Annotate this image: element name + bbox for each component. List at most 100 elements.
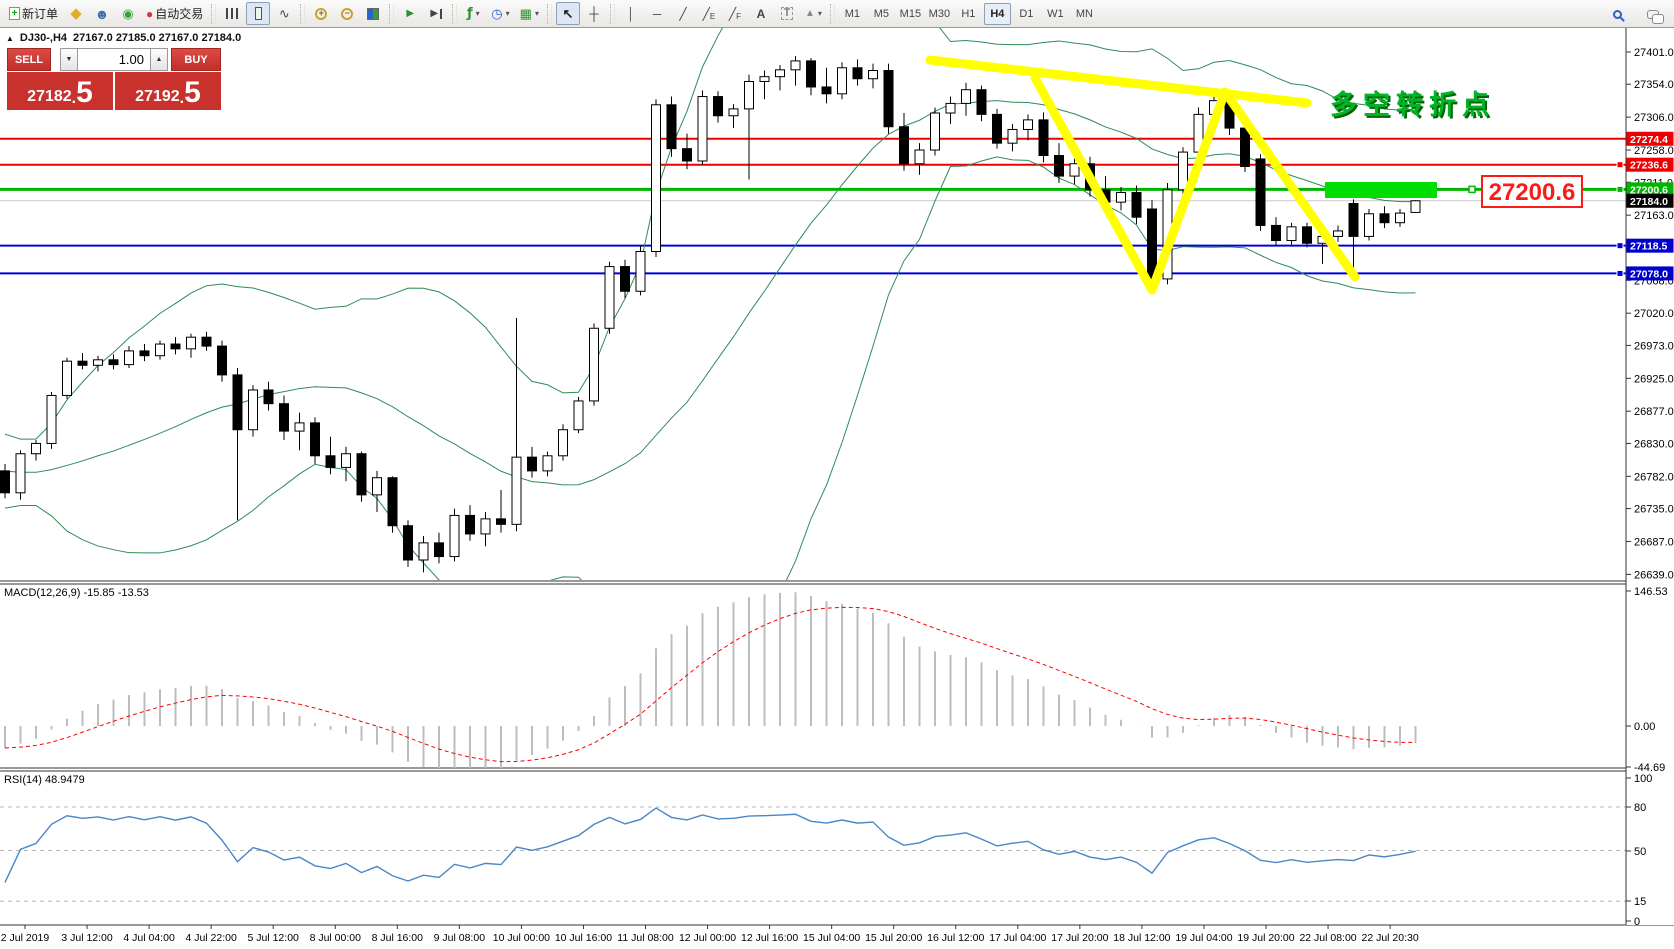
- shapes-tool[interactable]: ▲ ▾: [801, 2, 826, 25]
- time-label: 17 Jul 04:00: [989, 932, 1046, 944]
- zoom-out-button[interactable]: −: [335, 2, 359, 25]
- resistance-line-2-badge: [1626, 157, 1674, 172]
- yellow-trendline[interactable]: [925, 55, 1312, 108]
- sell-price-button[interactable]: 27182 . 5: [7, 72, 113, 110]
- periods-icon: ◷: [491, 6, 503, 21]
- label-icon: T: [780, 7, 794, 20]
- time-label: 5 Jul 12:00: [248, 932, 300, 944]
- turning-point-note[interactable]: 多空转折点: [1330, 89, 1495, 120]
- profile-icon[interactable]: ☻: [90, 2, 114, 25]
- fibonacci-tool[interactable]: ╱ F: [723, 2, 747, 25]
- timeframe-d1[interactable]: D1: [1019, 7, 1034, 20]
- price-tick: 27258.0: [1634, 145, 1674, 157]
- toolbar-separator: [389, 3, 395, 24]
- vertical-line-tool[interactable]: │: [619, 2, 643, 25]
- volume-stepper: ▼ 1.00 ▲: [60, 48, 168, 71]
- price-callout-box[interactable]: [1481, 175, 1583, 208]
- new-order-icon: +: [9, 7, 20, 20]
- tile-windows-button[interactable]: [361, 2, 385, 25]
- support-line-1-badge: [1626, 238, 1674, 253]
- toolbar-separator: [211, 3, 217, 24]
- indicators-icon: ƒ: [466, 6, 473, 21]
- resistance-line-1-badge-text: 27274.4: [1630, 134, 1668, 146]
- level-anchor-square[interactable]: [1616, 242, 1624, 250]
- new-order-button[interactable]: + 新订单: [5, 2, 62, 25]
- macd-tick: -44.69: [1634, 762, 1665, 774]
- volume-input[interactable]: 1.00: [78, 48, 150, 71]
- candles: [0, 56, 1421, 573]
- cursor-tool-button[interactable]: ↖: [555, 2, 580, 25]
- time-label: 12 Jul 00:00: [679, 932, 736, 944]
- chat-icon[interactable]: [1641, 3, 1665, 26]
- yellow-zigzag[interactable]: [1030, 73, 1360, 295]
- price-tick: 26735.0: [1634, 504, 1674, 516]
- current-price-line-badge: [1626, 193, 1674, 208]
- volume-decrease-button[interactable]: ▼: [60, 48, 78, 71]
- chart-area[interactable]: 27200.6 多空转折点 MACD(12,26,9) -15.85 -13.53 R…: [0, 28, 1674, 949]
- level-anchor-square[interactable]: [1616, 161, 1624, 169]
- timeframe-w1[interactable]: W1: [1047, 7, 1064, 20]
- price-tick: 27020.0: [1634, 308, 1674, 320]
- volume-increase-button[interactable]: ▲: [150, 48, 168, 71]
- search-icon[interactable]: [1605, 3, 1629, 26]
- timeframe-m15[interactable]: M15: [899, 7, 922, 20]
- level-anchor-square[interactable]: [1616, 185, 1624, 193]
- horizontal-levels[interactable]: [0, 137, 1626, 275]
- line-chart-button[interactable]: ∿: [272, 2, 296, 25]
- highlight-zone-box[interactable]: [1325, 182, 1437, 198]
- bar-chart-button[interactable]: [220, 2, 244, 25]
- time-label: 11 Jul 08:00: [617, 932, 674, 944]
- symbol-ohlc: 27167.0 27185.0 27167.0 27184.0: [73, 32, 242, 44]
- buy-price-button[interactable]: 27192 . 5: [115, 72, 221, 110]
- horizontal-line-tool[interactable]: ─: [645, 2, 669, 25]
- price-tick: 26973.0: [1634, 340, 1674, 352]
- crosshair-tool-button[interactable]: ┼: [582, 2, 606, 25]
- toolbox-icon-icon: ◆: [70, 5, 82, 22]
- rsi-tick: 15: [1634, 896, 1646, 908]
- channel-tool[interactable]: ╱ E: [697, 2, 721, 25]
- templates-button[interactable]: ▦ ▾: [516, 2, 543, 25]
- timeframe-m30[interactable]: M30: [928, 7, 951, 20]
- time-label: 10 Jul 00:00: [493, 932, 550, 944]
- level-anchor-square[interactable]: [1616, 269, 1624, 277]
- price-tick: 26687.0: [1634, 536, 1674, 548]
- rsi-tick: 80: [1634, 802, 1646, 814]
- auto-scroll-icon: ▶: [406, 7, 415, 19]
- signal-icon[interactable]: ◉: [116, 2, 140, 25]
- buy-price-frac: 5: [184, 76, 201, 109]
- timeframe-m5[interactable]: M5: [873, 7, 890, 20]
- timeframe-m1[interactable]: M1: [844, 7, 861, 20]
- indicators-button[interactable]: ƒ ▾: [461, 2, 485, 25]
- candlestick-chart-button[interactable]: [246, 2, 271, 25]
- sell-button[interactable]: SELL: [7, 48, 51, 71]
- yellow-drawings[interactable]: [925, 55, 1360, 295]
- sell-price-frac: 5: [76, 76, 93, 109]
- timeframe-h1[interactable]: H1: [961, 7, 976, 20]
- toolbar-separator: [609, 3, 615, 24]
- auto-trading-button[interactable]: ● 自动交易: [142, 2, 207, 25]
- cursor-tool-icon: ↖: [562, 6, 574, 21]
- time-label: 9 Jul 08:00: [434, 932, 486, 944]
- pivot-line-badge-text: 27200.6: [1630, 184, 1668, 196]
- zoom-in-button[interactable]: +: [309, 2, 333, 25]
- trendline-icon: ╱: [679, 6, 687, 21]
- collapse-icon[interactable]: ▲: [6, 33, 14, 43]
- buy-button[interactable]: BUY: [171, 48, 221, 71]
- periods-button[interactable]: ◷ ▾: [487, 2, 513, 25]
- price-tick: 27354.0: [1634, 79, 1674, 91]
- price-chart[interactable]: 27200.6 多空转折点 MACD(12,26,9) -15.85 -13.53 R…: [0, 28, 1674, 949]
- signal-icon-icon: ◉: [122, 6, 134, 21]
- label-tool[interactable]: T: [775, 2, 799, 25]
- macd-pane: [4, 592, 1417, 768]
- chart-shift-button[interactable]: ▶: [424, 2, 448, 25]
- symbol-header: ▲ DJ30-,H4 27167.0 27185.0 27167.0 27184…: [6, 32, 241, 44]
- time-label: 17 Jul 20:00: [1051, 932, 1108, 944]
- toolbar-separator: [546, 3, 552, 24]
- timeframe-mn[interactable]: MN: [1075, 7, 1093, 20]
- pivot-line-badge: [1626, 182, 1674, 197]
- trendline-tool[interactable]: ╱: [671, 2, 695, 25]
- timeframe-h4[interactable]: H4: [983, 2, 1011, 25]
- toolbox-icon[interactable]: ◆: [64, 2, 88, 25]
- text-tool[interactable]: A: [749, 2, 773, 25]
- auto-scroll-button[interactable]: ▶: [398, 2, 422, 25]
